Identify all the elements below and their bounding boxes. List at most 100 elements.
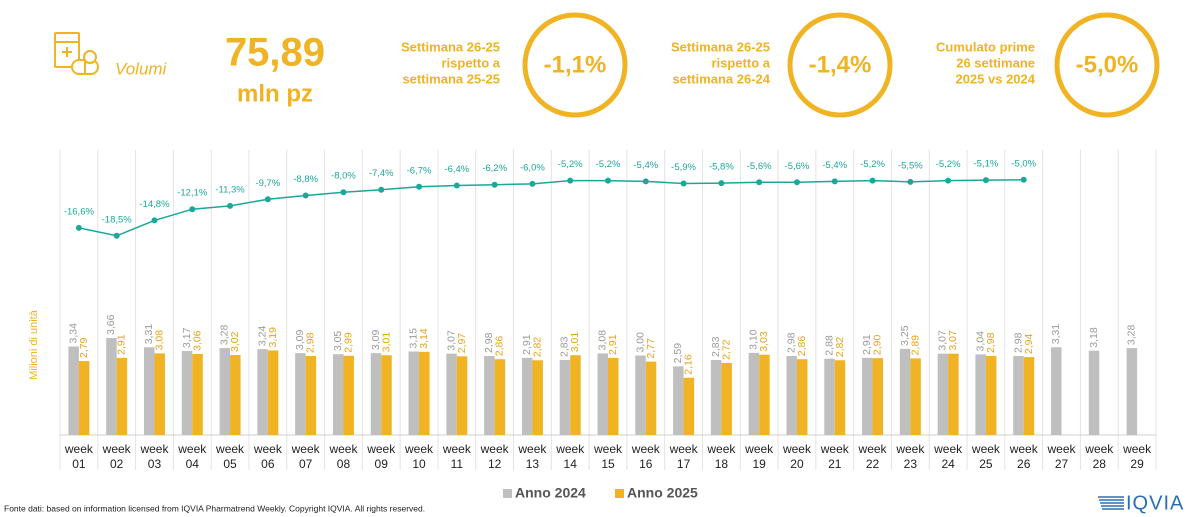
bar-value-label: 3,08 bbox=[597, 330, 609, 351]
bar-value-label: 3,05 bbox=[332, 331, 344, 352]
bar bbox=[862, 357, 873, 435]
bar bbox=[899, 348, 911, 435]
trend-value-label: -5,4% bbox=[633, 160, 658, 171]
bar-value-label: 2,91 bbox=[116, 334, 128, 355]
kpi-label: Volumi bbox=[115, 59, 168, 78]
x-tick-label: week 28 bbox=[1084, 442, 1114, 471]
trend-point bbox=[718, 180, 725, 187]
bar-value-label: 3,19 bbox=[267, 327, 279, 348]
trend-value-label: -16,6% bbox=[64, 206, 95, 217]
trend-value-label: -6,0% bbox=[520, 162, 545, 173]
bar bbox=[419, 351, 430, 435]
x-tick-label: week 26 bbox=[1009, 442, 1039, 471]
trend-point bbox=[378, 186, 385, 193]
bar bbox=[948, 353, 959, 435]
bar bbox=[796, 359, 808, 435]
x-tick-label: week 08 bbox=[328, 442, 358, 471]
x-tick-label: week 05 bbox=[215, 442, 245, 471]
bar-value-label: 2,83 bbox=[559, 336, 571, 357]
trend-point bbox=[945, 177, 952, 184]
x-tick-label: week 29 bbox=[1122, 442, 1152, 471]
kpi-circle-value: -1,1% bbox=[544, 51, 607, 78]
x-tick-label: week 07 bbox=[291, 442, 321, 471]
x-tick-label: week 06 bbox=[253, 442, 283, 471]
kpi-caption: Settimana 26-25 bbox=[671, 39, 770, 54]
bar-value-label: 2,16 bbox=[683, 354, 695, 375]
x-tick-label: week 01 bbox=[64, 442, 94, 471]
bar bbox=[219, 348, 231, 435]
bar bbox=[1013, 356, 1024, 435]
trend-value-label: -5,6% bbox=[785, 161, 810, 172]
bar-value-label: 3,28 bbox=[1126, 324, 1138, 345]
x-tick-label: week 22 bbox=[858, 442, 888, 471]
trend-value-label: -5,2% bbox=[860, 159, 885, 170]
bar-value-label: 3,14 bbox=[418, 328, 430, 349]
kpi-caption: Settimana 26-25 bbox=[401, 39, 500, 54]
bar-value-label: 3,06 bbox=[191, 330, 203, 351]
trend-point bbox=[113, 232, 120, 239]
bar-value-label: 2,98 bbox=[305, 332, 317, 353]
trend-value-label: -12,1% bbox=[177, 188, 208, 199]
kpi-caption: rispetto a bbox=[711, 55, 770, 70]
bar-value-label: 3,31 bbox=[143, 324, 155, 345]
trend-value-label: -5,4% bbox=[822, 160, 847, 171]
x-tick-label: week 15 bbox=[593, 442, 623, 471]
trend-point bbox=[680, 180, 687, 187]
bar bbox=[1051, 347, 1062, 435]
bar bbox=[937, 353, 949, 435]
bar-value-label: 2,82 bbox=[834, 337, 846, 358]
x-tick-label: week 10 bbox=[404, 442, 434, 471]
source-note: Fonte dati: based on information license… bbox=[4, 503, 425, 513]
bar-value-label: 3,31 bbox=[1050, 324, 1062, 345]
bar bbox=[985, 356, 997, 435]
bar bbox=[975, 354, 986, 435]
x-tick-label: week 27 bbox=[1047, 442, 1077, 471]
volume-icon bbox=[54, 32, 99, 75]
bar bbox=[295, 353, 306, 435]
y-axis-label: Milioni di unità bbox=[28, 309, 40, 380]
trend-value-label: -5,5% bbox=[898, 160, 923, 171]
x-tick-label: week 23 bbox=[895, 442, 925, 471]
bar-value-label: 3,01 bbox=[569, 332, 581, 353]
bar-value-label: 2,91 bbox=[521, 334, 533, 355]
bar bbox=[456, 356, 468, 435]
trend-point bbox=[453, 182, 460, 189]
bar-value-label: 2,94 bbox=[1023, 333, 1035, 354]
bar bbox=[570, 355, 581, 435]
bar bbox=[748, 352, 760, 435]
legend-swatch bbox=[503, 489, 512, 498]
bar-value-label: 2,97 bbox=[456, 333, 468, 354]
bar bbox=[494, 359, 506, 435]
bar bbox=[1023, 357, 1035, 435]
bar-value-label: 3,00 bbox=[634, 332, 646, 353]
bar-value-label: 2,83 bbox=[710, 336, 722, 357]
trend-point bbox=[75, 224, 82, 231]
bar bbox=[759, 354, 770, 435]
bar bbox=[116, 357, 128, 435]
bar-value-label: 3,07 bbox=[947, 330, 959, 351]
trend-value-label: -9,7% bbox=[255, 178, 280, 189]
bar-value-label: 3,17 bbox=[181, 327, 193, 348]
trend-point bbox=[642, 178, 649, 185]
trend-point bbox=[793, 179, 800, 186]
x-tick-label: week 09 bbox=[366, 442, 396, 471]
bar-value-label: 2,59 bbox=[672, 343, 684, 364]
trend-point bbox=[605, 177, 611, 184]
bar-value-label: 3,04 bbox=[974, 331, 986, 352]
trend-value-label: -6,4% bbox=[444, 164, 469, 175]
legend-label: Anno 2024 bbox=[515, 485, 586, 501]
bar bbox=[532, 360, 543, 435]
trend-point bbox=[869, 177, 876, 184]
bar bbox=[408, 351, 420, 435]
bar-value-label: 3,24 bbox=[256, 326, 268, 347]
bar bbox=[68, 346, 79, 435]
bar bbox=[521, 357, 533, 435]
trend-line bbox=[78, 179, 1024, 237]
trend-point bbox=[227, 202, 234, 209]
bar bbox=[332, 354, 344, 435]
trend-point bbox=[756, 179, 763, 186]
bar-value-label: 3,08 bbox=[154, 330, 166, 351]
kpi-value: 75,89 bbox=[225, 31, 325, 75]
trend-value-label: -5,9% bbox=[671, 162, 696, 173]
kpi-circle-value: -5,0% bbox=[1076, 51, 1139, 78]
